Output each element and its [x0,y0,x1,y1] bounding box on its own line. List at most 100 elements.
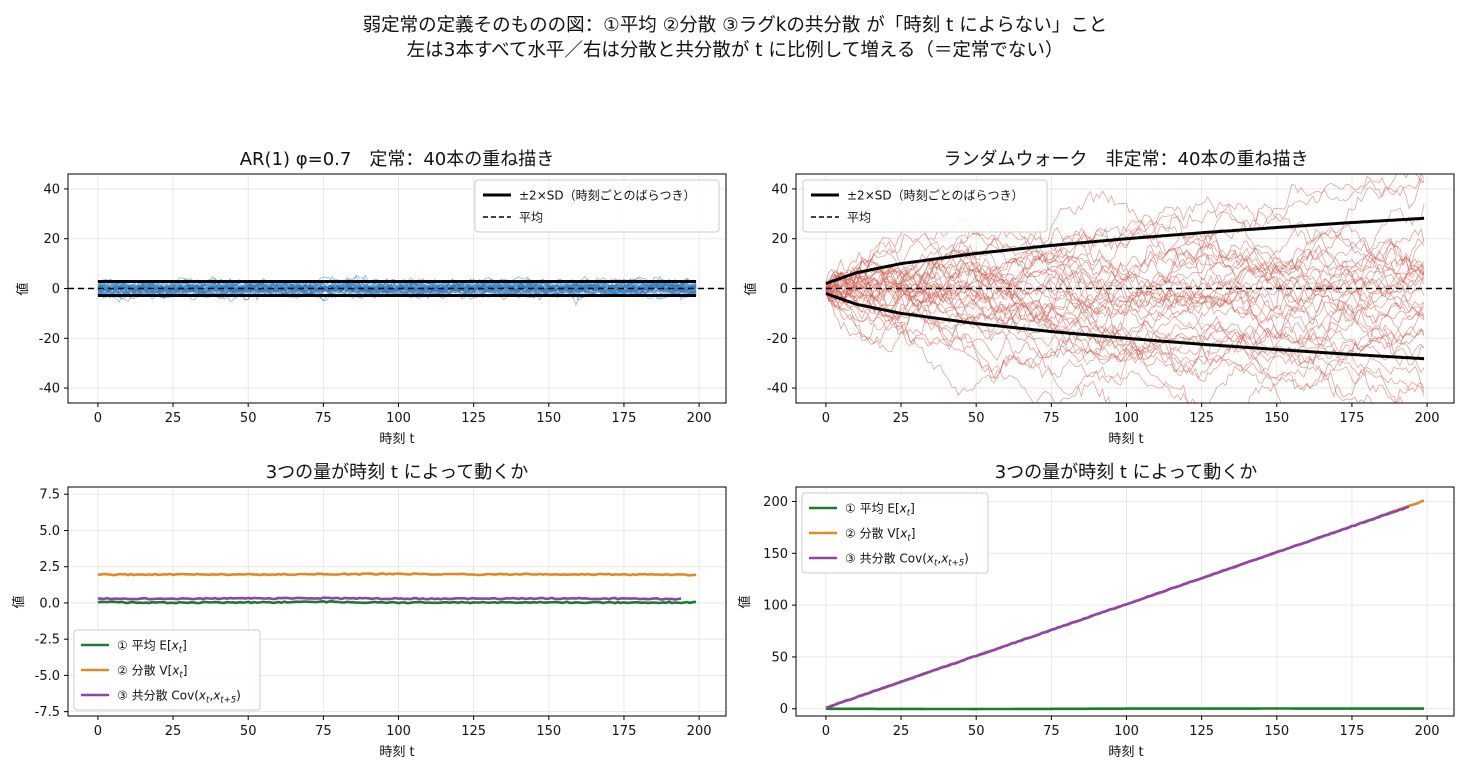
y-tick-label: -20 [767,332,788,347]
sample-path [825,244,1425,331]
y-tick-label: -40 [767,382,788,397]
x-tick-label: 0 [94,411,102,426]
series-line-mean [825,707,1425,711]
legend-box [802,179,1048,233]
x-tick-label: 50 [240,724,257,739]
sample-path [825,250,1425,347]
legend-label-cov: ③ 共分散 Cov(xt,xt+5) [117,688,241,706]
sample-path [825,264,1425,328]
x-tick-label: 100 [386,411,411,426]
y-tick-label: -20 [39,332,60,347]
legend: ① 平均 E[xt] ② 分散 V[xt] ③ 共分散 Cov(xt,xt+5) [801,492,989,574]
sample-path [825,269,1425,348]
x-tick-label: 125 [1189,724,1214,739]
y-tick-label: 200 [763,495,788,510]
x-tick-label: 200 [1415,411,1440,426]
series-line-mean [97,599,697,605]
sample-path [825,256,1425,403]
x-tick-label: 75 [315,411,332,426]
sample-path [825,269,1425,383]
panel-quantities-ar: 3つの量が時刻 t によって動くか 時刻 t 値 0 25 50 75 100 125 15… [11,462,727,760]
sample-path [825,281,1425,373]
x-tick-label: 25 [165,724,182,739]
x-tick-label: 75 [1043,411,1060,426]
band-upper [825,216,1425,285]
x-tick-label: 125 [461,724,486,739]
legend-box [801,492,989,574]
sample-path [825,257,1425,361]
y-tick-label: 7.5 [39,488,60,503]
x-tick-label: 175 [1340,724,1365,739]
y-tick-label: -5.0 [35,669,60,684]
x-tick-label: 200 [687,411,712,426]
sample-path [825,256,1425,343]
x-tick-label: 75 [315,724,332,739]
x-tick-label: 50 [240,411,257,426]
suptitle-line2: 左は3本すべて水平／右は分散と共分散が t に比例して増える（＝定常でない） [407,40,1064,61]
x-axis-label: 時刻 t [379,432,414,447]
x-tick-label: 175 [1340,411,1365,426]
y-tick-label: 0 [52,282,60,297]
x-tick-label: 175 [612,411,637,426]
y-tick-label: 100 [763,599,788,614]
x-tick-label: 25 [893,411,910,426]
legend: ±2×SD（時刻ごとのばらつき） 平均 [802,179,1048,233]
x-tick-label: 25 [165,411,182,426]
legend-label-cov: ③ 共分散 Cov(xt,xt+5) [845,551,969,569]
legend-box [73,629,261,711]
y-tick-label: 150 [763,547,788,562]
panel-quantities-rw: 3つの量が時刻 t によって動くか 時刻 t 値 0 25 50 75 100 125 15… [737,462,1455,760]
y-axis-label: 値 [11,595,27,608]
y-tick-label: -40 [39,382,60,397]
x-tick-label: 125 [461,411,486,426]
x-tick-label: 150 [1264,724,1289,739]
legend-box [474,179,720,233]
sample-path [825,289,1425,384]
y-tick-label: 20 [43,232,60,247]
x-axis-label: 時刻 t [379,745,414,760]
x-tick-label: 50 [968,411,985,426]
suptitle-line1: 弱定常の定義そのものの図：①平均 ②分散 ③ラグkの共分散 が「時刻 t によら… [363,15,1108,36]
x-tick-label: 200 [1415,724,1440,739]
sample-path [97,279,697,300]
series-line-cov [97,596,682,601]
sample-path [825,247,1425,398]
sample-path [825,254,1425,333]
x-axis-label: 時刻 t [1108,745,1143,760]
axes-frame [795,486,1455,717]
y-tick-label: 50 [771,650,788,665]
sample-path [825,293,1282,403]
y-tick-label: 0 [780,702,788,717]
x-tick-label: 150 [1264,411,1289,426]
plot-area [97,572,697,605]
series-line-var [97,572,697,577]
x-tick-label: 50 [968,724,985,739]
sample-path [825,221,1425,324]
y-tick-label: 2.5 [39,560,60,575]
x-tick-label: 100 [1114,411,1139,426]
y-tick-label: 5.0 [39,524,60,539]
y-axis-label: 値 [15,282,31,295]
plot-area [825,499,1425,711]
legend-label-mean: 平均 [847,211,871,225]
sample-path [825,249,1425,349]
panel-ar-stationary: AR(1) φ=0.7 定常：40本の重ね描き 時刻 t 値 0 25 50 75 10… [15,149,727,447]
x-tick-label: 175 [612,724,637,739]
panel-title: 3つの量が時刻 t によって動くか [266,462,529,483]
sample-path [825,240,1425,380]
x-tick-label: 75 [1043,724,1060,739]
plot-area [796,174,1454,403]
sample-path [825,203,1425,321]
y-axis-label: 値 [743,282,759,295]
band-lower [825,292,1425,361]
sample-path [825,259,1425,339]
x-tick-label: 150 [536,724,561,739]
x-tick-label: 0 [94,724,102,739]
x-tick-label: 0 [822,411,830,426]
x-tick-label: 100 [386,724,411,739]
y-tick-label: 20 [771,232,788,247]
y-tick-label: 0 [780,282,788,297]
sample-path [825,283,1425,391]
legend-label-band: ±2×SD（時刻ごとのばらつき） [847,188,1023,203]
panel-title: AR(1) φ=0.7 定常：40本の重ね描き [240,149,555,170]
